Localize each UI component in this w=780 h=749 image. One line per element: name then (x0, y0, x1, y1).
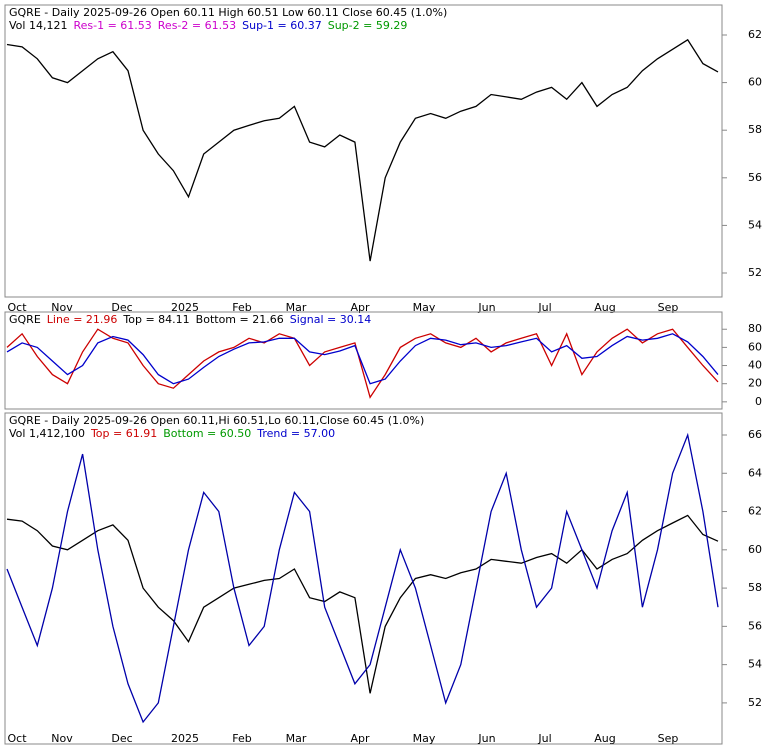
y-tick-label: 66 (748, 428, 762, 441)
panel-frame (4, 412, 723, 745)
x-tick-label: Sep (658, 732, 679, 745)
y-tick-label: 64 (748, 466, 762, 479)
x-tick-label: Jul (537, 301, 551, 314)
legend: Vol 14,121 Res-1 = 61.53 Res-2 = 61.53 Sup-… (9, 19, 407, 32)
y-tick-label: 60 (748, 340, 762, 353)
x-tick-label: Dec (111, 732, 132, 745)
y-tick-label: 80 (748, 322, 762, 335)
panel-header: GQRE Line = 21.96 Top = 84.11 Bottom = 21.6… (9, 313, 371, 326)
x-tick-label: Dec (111, 301, 132, 314)
x-tick-label: Mar (286, 301, 307, 314)
series-line (6, 328, 719, 399)
legend-entry: Top = 61.91 (90, 427, 157, 440)
x-tick-label: Sep (658, 301, 679, 314)
x-tick-label: Aug (594, 301, 615, 314)
legend-entry: Sup-1 = 60.37 (242, 19, 322, 32)
y-tick-label: 62 (748, 505, 762, 518)
legend-entry: Line = 21.96 (47, 313, 118, 326)
x-tick-label: May (413, 301, 436, 314)
panel-title: GQRE - Daily 2025-09-26 Open 60.11 High … (9, 6, 447, 19)
y-tick-label: 40 (748, 359, 762, 372)
legend-entry: Sup-2 = 59.29 (328, 19, 408, 32)
x-tick-label: Feb (232, 732, 251, 745)
x-tick-label: 2025 (171, 301, 199, 314)
y-tick-label: 56 (748, 619, 762, 632)
panel-title: GQRE (9, 313, 41, 326)
legend-entry: Vol 14,121 (9, 19, 67, 32)
legend: Vol 1,412,100 Top = 61.91 Bottom = 60.50 Tr… (9, 427, 335, 440)
x-tick-label: Oct (7, 732, 27, 745)
y-tick-label: 0 (755, 395, 762, 408)
series-line (6, 514, 719, 694)
x-tick-label: Feb (232, 301, 251, 314)
panel-header: GQRE - Daily 2025-09-26 Open 60.11,Hi 60… (9, 414, 424, 427)
legend-entry: Bottom = 60.50 (163, 427, 251, 440)
x-tick-label: Apr (350, 732, 370, 745)
y-tick-label: 56 (748, 171, 762, 184)
y-tick-label: 54 (748, 658, 762, 671)
x-tick-label: May (413, 732, 436, 745)
y-tick-label: 62 (748, 28, 762, 41)
panel-title: GQRE - Daily 2025-09-26 Open 60.11,Hi 60… (9, 414, 424, 427)
y-tick-label: 58 (748, 581, 762, 594)
y-tick-label: 60 (748, 543, 762, 556)
legend-entry: Vol 1,412,100 (9, 427, 85, 440)
legend-entry: Trend = 57.00 (256, 427, 335, 440)
series-line (6, 432, 719, 724)
x-tick-label: Oct (7, 301, 27, 314)
legend-entry: Bottom = 21.66 (196, 313, 284, 326)
x-tick-label: Jun (477, 732, 495, 745)
y-tick-label: 58 (748, 123, 762, 136)
y-tick-label: 52 (748, 266, 762, 279)
y-tick-label: 20 (748, 377, 762, 390)
x-tick-label: Mar (286, 732, 307, 745)
x-tick-label: 2025 (171, 732, 199, 745)
series-line (6, 38, 719, 262)
legend-entry: Top = 84.11 (122, 313, 189, 326)
x-tick-label: Nov (51, 301, 73, 314)
y-tick-label: 54 (748, 218, 762, 231)
x-tick-label: Nov (51, 732, 73, 745)
legend-entry: Signal = 30.14 (290, 313, 372, 326)
x-tick-label: Aug (594, 732, 615, 745)
panel-header: GQRE - Daily 2025-09-26 Open 60.11 High … (9, 6, 447, 19)
legend-entry: Res-1 = 61.53 (73, 19, 151, 32)
y-tick-label: 52 (748, 696, 762, 709)
series-line (6, 333, 719, 385)
y-tick-label: 60 (748, 76, 762, 89)
legend-entry: Res-2 = 61.53 (158, 19, 236, 32)
x-tick-label: Apr (350, 301, 370, 314)
x-tick-label: Jun (477, 301, 495, 314)
panel-frame (4, 311, 723, 410)
panel-frame (4, 4, 723, 298)
x-tick-label: Jul (537, 732, 551, 745)
